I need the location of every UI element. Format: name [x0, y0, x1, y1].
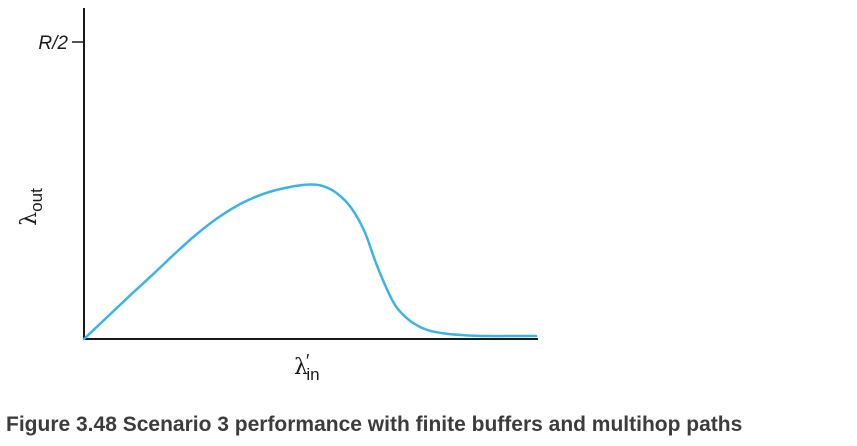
y-tick-label: R/2: [38, 33, 68, 54]
y-axis-label: λout: [17, 188, 46, 226]
x-axis-label-symbol: λ: [294, 355, 308, 380]
y-axis-label-subscript: out: [27, 188, 46, 212]
x-axis-label: λ′ in: [294, 351, 320, 384]
x-axis-label-subscript: in: [306, 365, 319, 384]
y-ticks: R/2: [38, 33, 84, 54]
series-layer: [82, 183, 538, 341]
series-line: [82, 183, 538, 341]
x-axis-label-prime: ′: [306, 351, 310, 371]
y-axis-label-symbol: λ: [17, 212, 42, 226]
plot-area: R/2: [38, 8, 538, 341]
figure-caption: Figure 3.48 Scenario 3 performance with …: [6, 413, 743, 436]
